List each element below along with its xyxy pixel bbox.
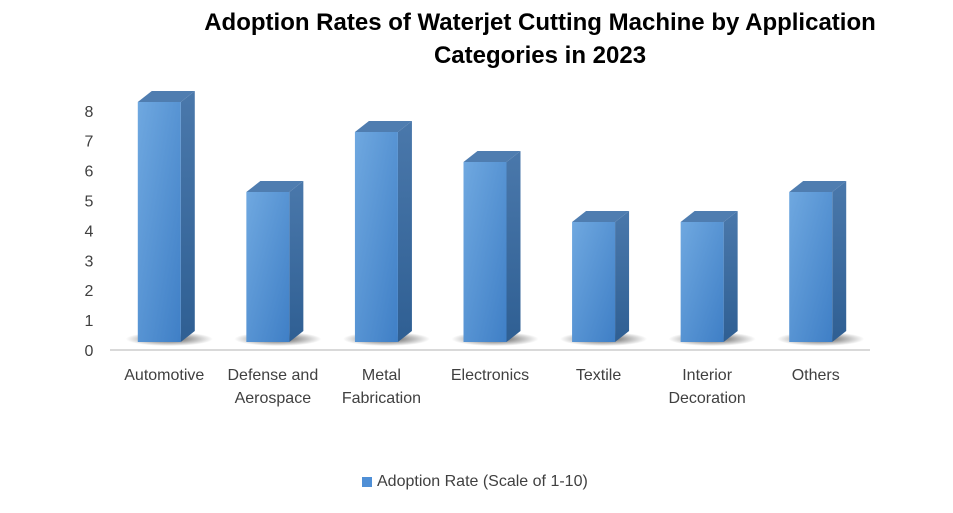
y-tick-label: 7 [85,134,94,151]
y-tick-label: 1 [85,313,94,330]
y-tick-label: 8 [85,104,94,121]
bar-front [680,222,724,342]
bar [560,211,648,346]
legend: Adoption Rate (Scale of 1-10) [362,473,588,491]
bar-top [246,181,304,192]
bar-side [615,211,630,342]
bar [125,91,213,346]
bar-side [723,211,738,342]
chart-title: Adoption Rates of Waterjet Cutting Machi… [160,6,920,72]
y-tick-label: 0 [85,343,94,360]
bar-front [354,132,398,342]
bar-front [137,102,181,342]
bar [777,181,865,346]
x-tick-label: Metal [362,367,401,384]
legend-label: Adoption Rate (Scale of 1-10) [377,473,588,490]
x-tick-label: Defense and [227,367,318,384]
bar-side [289,181,304,342]
bar-front [463,162,507,342]
bar-front [246,192,290,342]
x-tick-label: Interior [682,367,732,384]
x-tick-label: Aerospace [235,390,312,407]
chart-title-line2: Categories in 2023 [433,42,647,69]
y-tick-label: 4 [85,223,94,240]
x-tick-label: Electronics [451,367,529,384]
x-tick-label: Automotive [124,367,204,384]
bar [234,181,322,346]
y-tick-label: 5 [85,194,94,211]
x-tick-label: Others [792,367,840,384]
x-tick-label: Fabrication [342,390,421,407]
bar-side [506,151,521,342]
bar-top [572,211,630,222]
y-tick-label: 3 [85,253,94,270]
chart-title-line1: Adoption Rates of Waterjet Cutting Machi… [204,9,876,36]
bar-top [680,211,738,222]
bar-front [789,192,833,342]
bar [451,151,539,346]
bar [668,211,756,346]
x-tick-label: Textile [576,367,621,384]
bar-top [354,121,412,132]
bar-top [789,181,847,192]
bar-side [832,181,847,342]
legend-swatch [362,477,372,487]
bar [342,121,430,346]
y-tick-label: 6 [85,164,94,181]
bar-side [397,121,412,342]
x-tick-label: Decoration [668,390,745,407]
bar-top [463,151,521,162]
bar-front [572,222,616,342]
bar-side [180,91,195,342]
y-tick-label: 2 [85,283,94,300]
bar-top [137,91,195,102]
